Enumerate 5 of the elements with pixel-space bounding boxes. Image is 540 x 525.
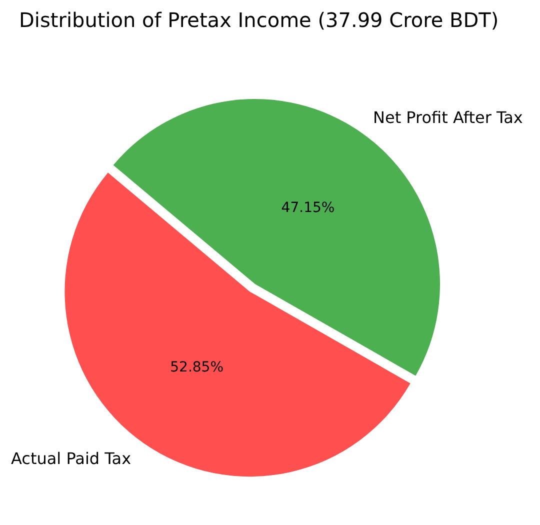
slice-label: Actual Paid Tax	[11, 449, 132, 468]
data-label: 52.85%	[170, 359, 224, 376]
slice-label: Net Profit After Tax	[373, 108, 523, 127]
data-label: 47.15%	[281, 200, 335, 216]
chart-title: Distribution of Pretax Income (37.99 Crore BDT)	[19, 8, 499, 32]
